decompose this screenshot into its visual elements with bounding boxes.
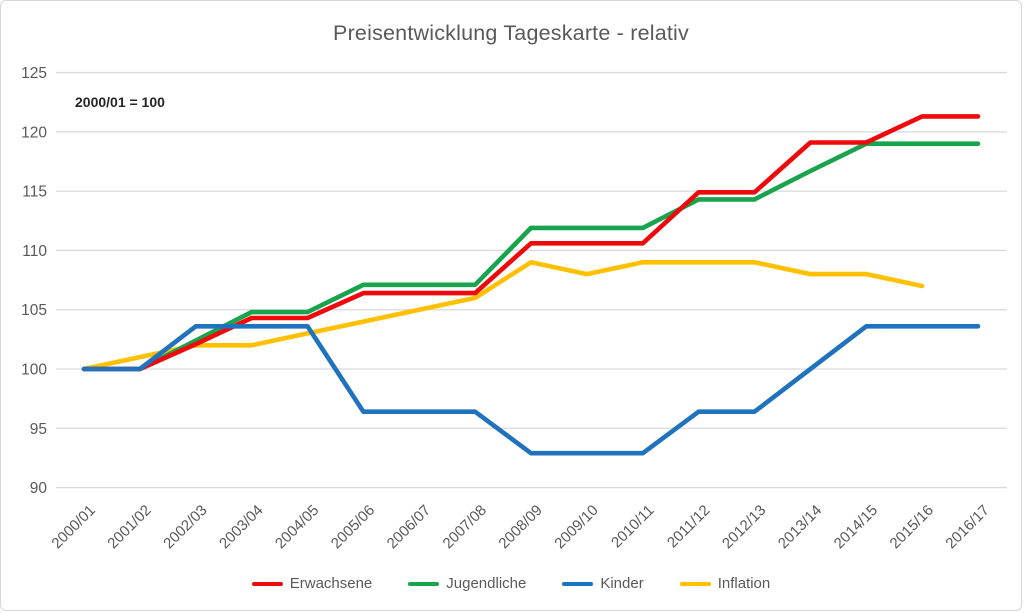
y-tick-label: 110	[22, 243, 47, 260]
x-tick-label: 2012/13	[719, 502, 769, 552]
legend-swatch-inflation	[679, 581, 711, 586]
legend-label: Inflation	[717, 575, 771, 592]
y-tick-label: 105	[21, 302, 47, 319]
x-tick-label: 2001/02	[104, 502, 154, 552]
legend-item-erwachsene: Erwachsene	[251, 575, 373, 592]
legend-item-kinder: Kinder	[562, 575, 644, 592]
legend-item-inflation: Inflation	[679, 575, 771, 592]
y-tick-label: 115	[22, 184, 47, 201]
y-tick-label: 125	[21, 65, 47, 82]
x-tick-label: 2006/07	[384, 502, 434, 552]
x-tick-label: 2016/17	[942, 502, 992, 552]
y-tick-label: 95	[30, 421, 47, 438]
base-year-annotation: 2000/01 = 100	[75, 94, 165, 110]
series-line-inflation	[81, 259, 925, 372]
series-line-jugendliche	[81, 141, 981, 372]
legend: Erwachsene Jugendliche Kinder Inflation	[1, 575, 1021, 592]
y-tick-label: 120	[21, 124, 47, 141]
legend-label: Kinder	[600, 575, 644, 592]
x-tick-label: 2004/05	[272, 502, 322, 552]
x-tick-label: 2000/01	[48, 502, 98, 552]
x-tick-label: 2013/14	[775, 502, 825, 552]
series-line-kinder	[81, 323, 981, 456]
x-tick-label: 2005/06	[328, 502, 378, 552]
x-tick-label: 2009/10	[551, 502, 601, 552]
legend-swatch-kinder	[562, 581, 594, 586]
x-tick-label: 2010/11	[608, 502, 658, 552]
y-tick-label: 100	[21, 362, 47, 379]
legend-swatch-erwachsene	[251, 581, 283, 586]
x-tick-label: 2003/04	[216, 502, 266, 552]
legend-item-jugendliche: Jugendliche	[408, 575, 526, 592]
x-tick-label: 2014/15	[831, 502, 881, 552]
x-tick-label: 2015/16	[887, 502, 937, 552]
legend-label: Erwachsene	[289, 575, 373, 592]
legend-label: Jugendliche	[446, 575, 527, 592]
chart-title: Preisentwicklung Tageskarte - relativ	[333, 21, 689, 45]
x-tick-label: 2011/12	[664, 502, 714, 552]
x-tick-label: 2007/08	[440, 502, 490, 552]
x-tick-label: 2002/03	[160, 502, 210, 552]
y-tick-label: 90	[30, 480, 48, 497]
x-tick-label: 2008/09	[495, 502, 545, 552]
legend-swatch-jugendliche	[408, 581, 440, 586]
